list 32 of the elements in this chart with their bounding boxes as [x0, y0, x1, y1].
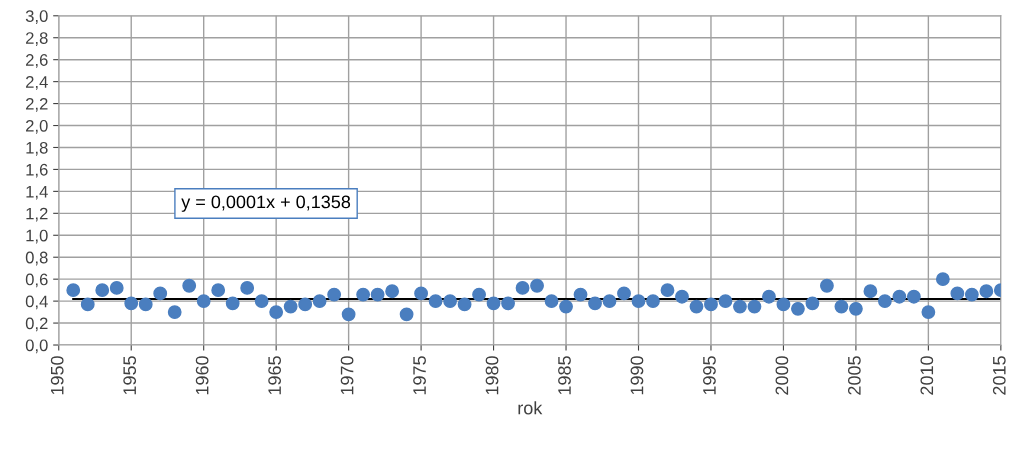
- x-tick-label: 1975: [413, 356, 426, 395]
- y-tick-label: 1,8: [26, 141, 48, 156]
- y-tick-label: 0,4: [25, 295, 48, 310]
- x-tick-label: 1960: [195, 356, 209, 395]
- y-tick-label: 0,0: [25, 339, 48, 354]
- y-tick-label: 0,2: [25, 317, 48, 332]
- x-tick-label: 2005: [847, 356, 861, 395]
- x-tick-label: 1965: [268, 356, 282, 395]
- y-tick-label: 3,0: [25, 10, 48, 24]
- x-tick-label: 1985: [558, 356, 571, 395]
- y-tick-label: 2,0: [26, 119, 48, 134]
- x-tick-label: 1990: [630, 356, 644, 395]
- x-tick-label: 2000: [775, 356, 789, 395]
- y-tick-label: 1,6: [26, 163, 48, 178]
- y-tick-label: 1,2: [26, 207, 48, 222]
- x-tick-label: 1970: [340, 356, 354, 395]
- annotation: y = 0,0001x + 0,1358: [181, 195, 351, 212]
- y-tick-label: 0,6: [25, 273, 48, 288]
- y-tick-label: 1,0: [26, 229, 48, 244]
- y-tick-label: 1,4: [26, 185, 48, 200]
- x-tick-label: 2010: [920, 356, 934, 395]
- y-tick-label: 2,4: [26, 76, 48, 90]
- y-tick-label: 0,8: [25, 251, 48, 266]
- y-tick-label: 2,8: [26, 32, 48, 46]
- x-tick-label: 1950: [50, 356, 64, 395]
- x-tick-label: 1980: [485, 356, 499, 395]
- x-tick-label: 2015: [992, 356, 1006, 395]
- x-axis-title: rok: [518, 401, 543, 415]
- x-tick-label: 1955: [123, 356, 137, 395]
- y-tick-label: 2,2: [26, 97, 48, 112]
- y-tick-label: 2,6: [26, 54, 48, 68]
- x-tick-label: 1995: [703, 356, 716, 395]
